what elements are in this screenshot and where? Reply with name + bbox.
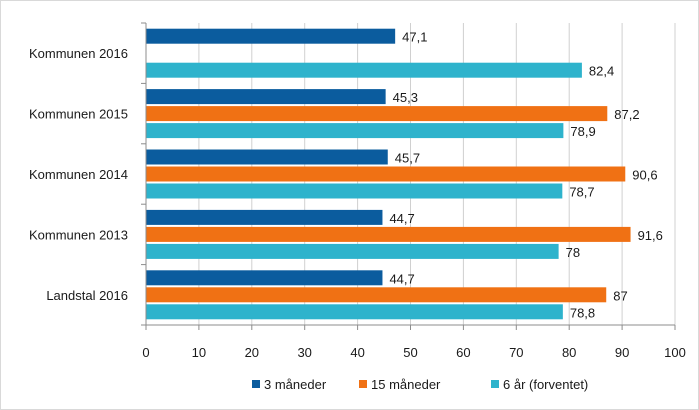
category-labels: Kommunen 2016 Kommunen 2015 Kommunen 2014 K… — [29, 46, 128, 303]
x-tick-label-100: 100 — [664, 345, 686, 360]
bar-3-m-neder-kommunen-2014 — [146, 149, 388, 165]
category-label-kommunen-2015: Kommunen 2015 — [29, 107, 128, 122]
bar-6-r-forventet-landstal-2016 — [146, 304, 563, 320]
legend-label-6-r-forventet: 6 år (forventet) — [503, 377, 588, 392]
value-label-6-r-forventet-kommunen-2015: 78,9 — [570, 124, 595, 139]
value-label-3-m-neder-kommunen-2014: 45,7 — [395, 151, 420, 166]
bar-6-r-forventet-kommunen-2016 — [146, 62, 582, 78]
x-tick-label-60: 60 — [456, 345, 470, 360]
value-label-6-r-forventet-kommunen-2014: 78,7 — [569, 185, 594, 200]
value-label-6-r-forventet-kommunen-2016: 82,4 — [589, 64, 614, 79]
bars — [146, 28, 631, 320]
bar-3-m-neder-landstal-2016 — [146, 270, 383, 286]
bar-3-m-neder-kommunen-2015 — [146, 89, 386, 105]
bar-6-r-forventet-kommunen-2015 — [146, 123, 564, 139]
value-label-15-m-neder-kommunen-2014: 90,6 — [632, 168, 657, 183]
legend-swatch-6-r-forventet — [491, 380, 499, 388]
category-label-kommunen-2014: Kommunen 2014 — [29, 167, 128, 182]
x-tick-label-20: 20 — [245, 345, 259, 360]
value-label-3-m-neder-kommunen-2016: 47,1 — [402, 30, 427, 45]
value-label-6-r-forventet-kommunen-2013: 78 — [566, 245, 580, 260]
value-label-15-m-neder-kommunen-2013: 91,6 — [638, 228, 663, 243]
bar-15-m-neder-kommunen-2013 — [146, 226, 631, 242]
value-label-3-m-neder-kommunen-2013: 44,7 — [389, 211, 414, 226]
legend: 3 måneder 15 måneder 6 år (forventet) — [252, 377, 588, 392]
value-label-3-m-neder-kommunen-2015: 45,3 — [393, 90, 418, 105]
value-label-3-m-neder-landstal-2016: 44,7 — [389, 271, 414, 286]
legend-label-15-m-neder: 15 måneder — [371, 377, 441, 392]
bar-15-m-neder-kommunen-2015 — [146, 106, 608, 122]
legend-swatch-3-m-neder — [252, 380, 260, 388]
x-tick-label-80: 80 — [562, 345, 576, 360]
legend-swatch-15-m-neder — [359, 380, 367, 388]
legend-label-3-m-neder: 3 måneder — [264, 377, 327, 392]
axes — [141, 22, 676, 330]
x-tick-label-70: 70 — [509, 345, 523, 360]
x-tick-label-30: 30 — [297, 345, 311, 360]
category-label-kommunen-2016: Kommunen 2016 — [29, 46, 128, 61]
bar-3-m-neder-kommunen-2016 — [146, 28, 396, 44]
value-labels: 47,1 82,4 45,3 87,2 78,9 45,7 90,6 78,7 44,7 91,6… — [389, 30, 662, 321]
x-tick-label-0: 0 — [142, 345, 149, 360]
x-tick-labels: 0 10 20 30 40 50 60 70 80 90 100 — [142, 345, 685, 360]
value-label-15-m-neder-landstal-2016: 87 — [613, 288, 627, 303]
category-label-landstal-2016: Landstal 2016 — [46, 288, 128, 303]
x-tick-label-40: 40 — [350, 345, 364, 360]
bar-6-r-forventet-kommunen-2014 — [146, 183, 563, 199]
bar-6-r-forventet-kommunen-2013 — [146, 243, 559, 259]
value-label-6-r-forventet-landstal-2016: 78,8 — [570, 305, 595, 320]
x-tick-label-90: 90 — [615, 345, 629, 360]
x-tick-label-10: 10 — [192, 345, 206, 360]
category-label-kommunen-2013: Kommunen 2013 — [29, 227, 128, 242]
bar-3-m-neder-kommunen-2013 — [146, 209, 383, 225]
x-tick-label-50: 50 — [403, 345, 417, 360]
bar-15-m-neder-kommunen-2014 — [146, 166, 626, 182]
bar-15-m-neder-landstal-2016 — [146, 287, 607, 303]
value-label-15-m-neder-kommunen-2015: 87,2 — [614, 107, 639, 122]
